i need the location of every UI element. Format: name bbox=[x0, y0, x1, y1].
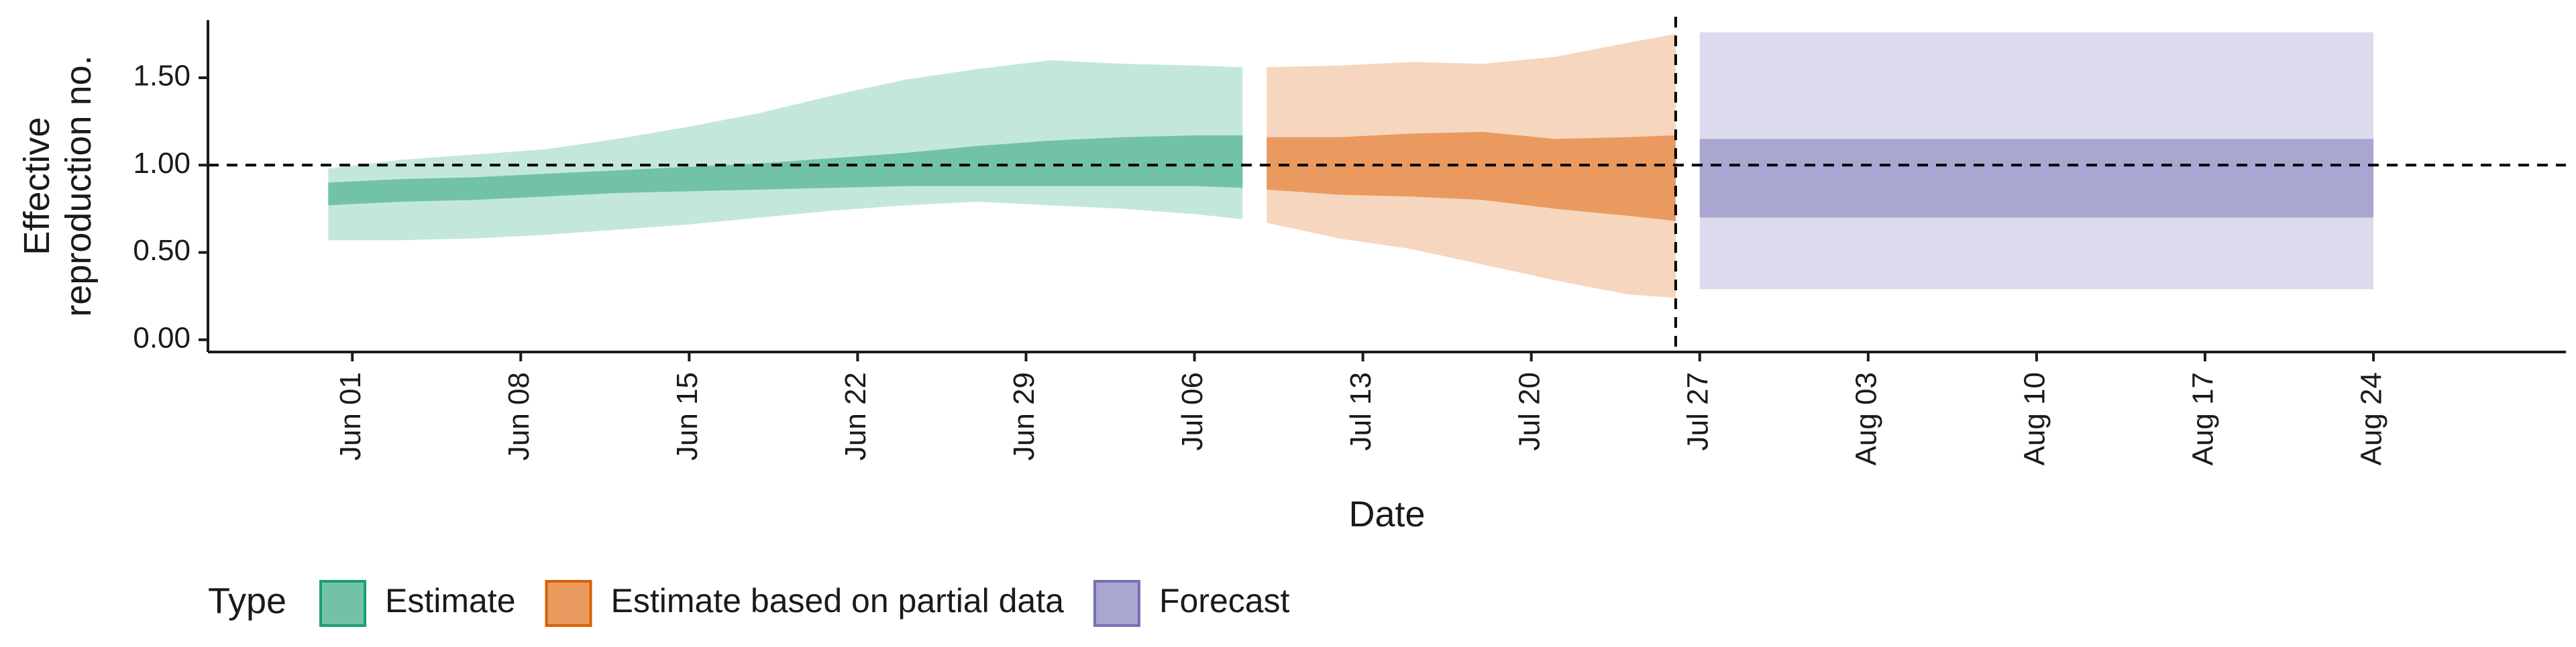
x-tick-label: Aug 17 bbox=[2187, 372, 2220, 465]
x-axis-label: Date bbox=[1348, 494, 1425, 534]
legend-swatch-1 bbox=[545, 580, 592, 627]
x-tick-label: Jul 27 bbox=[1681, 372, 1714, 451]
band-50-1 bbox=[1267, 131, 1676, 221]
legend-label-0: Estimate bbox=[385, 582, 516, 620]
x-tick-label: Aug 10 bbox=[2019, 372, 2051, 465]
legend-swatch-0 bbox=[319, 580, 366, 627]
x-tick-label: Jun 22 bbox=[839, 372, 872, 461]
y-tick-label: 1.50 bbox=[133, 60, 191, 93]
y-tick-label: 1.00 bbox=[133, 147, 191, 180]
x-tick-label: Jul 06 bbox=[1176, 372, 1209, 451]
x-tick-label: Aug 24 bbox=[2355, 372, 2388, 465]
x-ticks-layer: Jun 01 Jun 08 Jun 15 Jun 22 Jun 29 Jul 06 Jul … bbox=[334, 352, 2388, 465]
axes-layer bbox=[207, 20, 2566, 353]
band-50-0 bbox=[328, 135, 1243, 206]
x-tick-label: Jun 01 bbox=[334, 372, 367, 461]
band-50-2 bbox=[1699, 139, 2374, 218]
y-axis-label: Effectivereproduction no. bbox=[17, 55, 99, 316]
x-tick-label: Jul 13 bbox=[1344, 372, 1377, 451]
x-tick-label: Jun 08 bbox=[502, 372, 535, 461]
legend-title: Type bbox=[208, 581, 286, 621]
x-tick-label: Jun 15 bbox=[671, 372, 704, 461]
y-axis-label-line: reproduction no. bbox=[58, 55, 99, 316]
x-tick-label: Jul 20 bbox=[1513, 372, 1546, 451]
y-tick-label: 0.00 bbox=[133, 321, 191, 354]
y-ticks-layer: 0.00 0.50 1.00 1.50 bbox=[133, 60, 208, 354]
y-tick-label: 0.50 bbox=[133, 234, 191, 267]
x-tick-label: Aug 03 bbox=[1849, 372, 1882, 465]
legend-swatch-2 bbox=[1093, 580, 1140, 627]
y-axis-label-line: Effective bbox=[17, 117, 57, 255]
legend-label-1: Estimate based on partial data bbox=[611, 582, 1065, 620]
x-tick-label: Jun 29 bbox=[1008, 372, 1040, 461]
bands-layer bbox=[328, 32, 2374, 298]
legend-label-2: Forecast bbox=[1159, 582, 1290, 620]
legend: Type Estimate Estimate based on partial d… bbox=[208, 580, 1290, 627]
